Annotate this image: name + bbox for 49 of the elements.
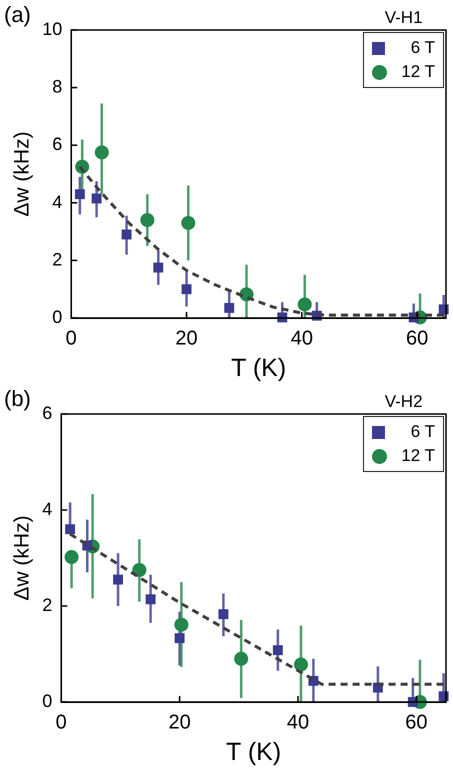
y-axis-title: Δw (kHz) bbox=[10, 515, 34, 601]
x-axis-title: T (K) bbox=[231, 354, 286, 382]
y-tick-label: 2 bbox=[52, 249, 62, 270]
point bbox=[92, 194, 102, 204]
text: (b) bbox=[4, 386, 31, 412]
x-tick-label: 20 bbox=[168, 712, 191, 734]
legend-label: 12 T bbox=[401, 62, 435, 82]
x-tick-label: 60 bbox=[405, 712, 428, 734]
y-tick-label: 4 bbox=[42, 498, 52, 519]
x-tick-label: 20 bbox=[175, 328, 198, 350]
x-tick-label: 60 bbox=[406, 328, 428, 350]
y-tick-label: 0 bbox=[52, 306, 62, 327]
point bbox=[140, 213, 154, 228]
text: (a) bbox=[4, 2, 31, 28]
point bbox=[153, 262, 164, 273]
point bbox=[224, 302, 234, 313]
point bbox=[122, 230, 132, 240]
legend-title: V-H1 bbox=[384, 8, 424, 28]
legend-label: 12 T bbox=[401, 446, 435, 466]
x-axis-title: T (K) bbox=[226, 738, 282, 766]
point bbox=[132, 563, 146, 577]
point bbox=[298, 297, 312, 312]
y-tick-label: 6 bbox=[52, 134, 62, 154]
y-tick-label: 8 bbox=[52, 76, 62, 97]
point bbox=[113, 574, 123, 585]
point bbox=[182, 284, 192, 294]
point bbox=[174, 633, 185, 644]
y-tick-label: 10 bbox=[42, 18, 62, 39]
point bbox=[65, 524, 76, 534]
y-tick-label: 2 bbox=[42, 594, 52, 615]
point bbox=[218, 609, 228, 620]
y-tick-label: 6 bbox=[42, 402, 52, 423]
point bbox=[272, 645, 283, 656]
x-tick-label: 40 bbox=[290, 328, 313, 350]
y-tick-label: 0 bbox=[42, 690, 52, 711]
point bbox=[174, 618, 188, 632]
y-axis-title: Δw (kHz) bbox=[10, 131, 34, 217]
point bbox=[94, 145, 109, 160]
point bbox=[64, 550, 79, 564]
point bbox=[74, 189, 85, 200]
y-tick-label: 4 bbox=[52, 192, 62, 212]
point bbox=[294, 658, 308, 672]
point bbox=[181, 216, 196, 230]
point bbox=[146, 594, 156, 604]
point bbox=[234, 652, 248, 666]
legend-label: 6 T bbox=[410, 38, 435, 58]
legend-label: 6 T bbox=[410, 422, 435, 442]
x-tick-label: 40 bbox=[286, 712, 310, 734]
legend-title: V-H2 bbox=[384, 392, 424, 412]
